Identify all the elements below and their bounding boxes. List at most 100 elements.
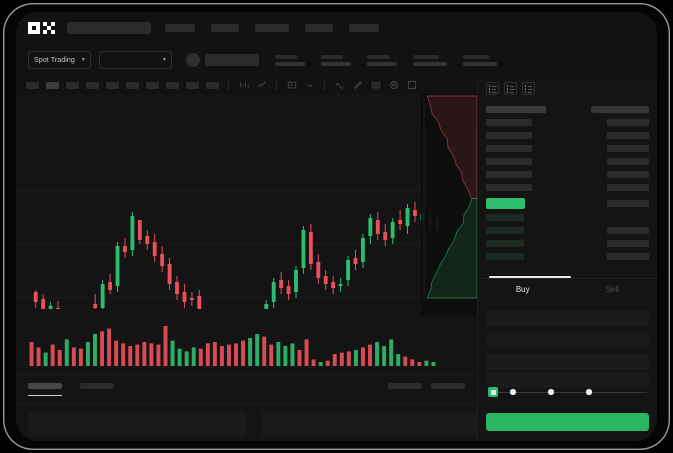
orderbook-ask-qty[interactable] <box>486 171 532 178</box>
slider-stop-25[interactable] <box>510 389 516 395</box>
orders-action-0[interactable] <box>388 383 422 389</box>
trade-tab-buy[interactable]: Buy <box>478 279 568 300</box>
trade-tab-label: Sell <box>605 285 619 294</box>
slider-stop-75[interactable] <box>586 389 592 395</box>
search-input[interactable] <box>66 22 151 34</box>
orderbook-asks-icon[interactable] <box>522 82 535 95</box>
orderbook-ask-price[interactable] <box>607 132 649 139</box>
nav-item-3[interactable] <box>304 24 333 32</box>
amount-percentage-slider[interactable] <box>488 387 647 397</box>
orders-tab-0[interactable] <box>28 383 62 389</box>
chevron-down-icon[interactable] <box>304 80 315 91</box>
orderbook-ask-price[interactable] <box>607 184 649 191</box>
orderbook-ask-price[interactable] <box>607 119 649 126</box>
orderbook-ask-price[interactable] <box>591 106 649 113</box>
buy-sell-tabs: Buy Sell <box>478 278 657 300</box>
pair-stat-4 <box>463 54 497 66</box>
timeframe-button-7[interactable] <box>166 81 179 89</box>
chart-toolbar <box>16 76 477 94</box>
orderbook-rows[interactable] <box>478 106 657 276</box>
timeframe-button-9[interactable] <box>206 81 219 89</box>
pair-statistics <box>259 54 497 66</box>
okx-trading-app: Spot Trading ▾ ▾ <box>16 12 657 441</box>
order-field-1[interactable] <box>486 332 649 348</box>
orderbook-bid-qty[interactable] <box>486 240 524 247</box>
slider-handle-icon[interactable] <box>488 387 498 397</box>
orderbook-bid-qty[interactable] <box>486 253 524 260</box>
order-field-2[interactable] <box>486 354 649 370</box>
orders-panel <box>16 374 477 441</box>
timeframe-button-6[interactable] <box>146 81 159 89</box>
candlestick-series <box>16 135 477 309</box>
toolbar-divider <box>324 80 325 90</box>
stat-value <box>367 61 397 66</box>
nav-menu <box>164 24 395 32</box>
orders-card-0[interactable] <box>28 411 246 437</box>
trade-tab-sell[interactable]: Sell <box>568 279 658 300</box>
timeframe-button-2[interactable] <box>66 81 79 89</box>
toolbar-divider <box>228 80 229 90</box>
orders-tabs <box>28 383 114 389</box>
orderbook-ask-price[interactable] <box>607 158 649 165</box>
order-field-0[interactable] <box>486 310 649 326</box>
tablet-screen: Spot Trading ▾ ▾ <box>16 12 657 441</box>
pair-selector[interactable]: ▾ <box>99 51 172 69</box>
orderbook-ask-qty[interactable] <box>486 106 546 113</box>
orders-tab-1[interactable] <box>80 383 114 389</box>
orderbook-bid-qty[interactable] <box>486 214 524 221</box>
indicators-icon[interactable] <box>286 80 297 91</box>
orders-action-1[interactable] <box>431 383 465 389</box>
orders-actions <box>388 383 465 389</box>
slider-stop-50[interactable] <box>548 389 554 395</box>
trading-mode-label: Spot Trading <box>34 56 75 64</box>
candlestick-chart-icon[interactable] <box>238 80 249 91</box>
fullscreen-icon[interactable] <box>406 80 417 91</box>
top-navigation-bar <box>16 12 657 44</box>
okx-logo-icon[interactable] <box>28 22 55 34</box>
timeframe-button-1[interactable] <box>46 81 59 89</box>
nav-item-0[interactable] <box>164 24 195 32</box>
orderbook-both-icon[interactable] <box>486 82 499 95</box>
orderbook-ask-price[interactable] <box>607 171 649 178</box>
stat-value <box>321 61 351 66</box>
timeframe-button-5[interactable] <box>126 81 139 89</box>
orderbook-last-price[interactable] <box>486 198 525 209</box>
orderbook-ask-qty[interactable] <box>486 119 532 126</box>
logo-x-glyph <box>42 22 55 34</box>
stat-label <box>463 54 489 59</box>
timeframe-button-4[interactable] <box>106 81 119 89</box>
camera-icon[interactable] <box>370 80 381 91</box>
line-chart-icon[interactable] <box>256 80 267 91</box>
price-chart-pane[interactable] <box>16 94 477 374</box>
timeframe-button-8[interactable] <box>186 81 199 89</box>
timeframe-button-3[interactable] <box>86 81 99 89</box>
nav-item-4[interactable] <box>348 24 379 32</box>
trading-mode-selector[interactable]: Spot Trading ▾ <box>28 51 91 69</box>
orderbook-ask-qty[interactable] <box>486 145 532 152</box>
orderbook-trade-panel: Buy Sell <box>477 76 657 441</box>
wave-chart-icon[interactable] <box>334 80 345 91</box>
orderbook-bid-qty[interactable] <box>486 227 524 234</box>
order-field-3[interactable] <box>486 372 649 388</box>
settings-gear-icon[interactable] <box>388 80 399 91</box>
orderbook-ask-qty[interactable] <box>486 132 532 139</box>
orderbook-ask-price[interactable] <box>607 145 649 152</box>
orders-card-1[interactable] <box>262 411 477 437</box>
timeframe-button-0[interactable] <box>26 81 39 89</box>
orderbook-bid-price[interactable] <box>607 240 649 247</box>
drawing-tools-icon[interactable] <box>352 80 363 91</box>
pair-name-label <box>205 54 259 66</box>
submit-buy-button[interactable] <box>486 413 649 431</box>
trading-pair-bar: Spot Trading ▾ ▾ <box>16 44 657 76</box>
stat-label <box>321 54 343 59</box>
orderbook-bid-price[interactable] <box>607 253 649 260</box>
coin-avatar-icon <box>186 53 200 67</box>
orderbook-ask-qty[interactable] <box>486 184 532 191</box>
orderbook-bids-icon[interactable] <box>504 82 517 95</box>
stat-label <box>367 54 389 59</box>
orderbook-depth-chart <box>421 94 477 316</box>
orderbook-ask-qty[interactable] <box>486 158 532 165</box>
orderbook-bid-price[interactable] <box>607 227 649 234</box>
nav-item-1[interactable] <box>210 24 239 32</box>
nav-item-2[interactable] <box>254 24 289 32</box>
